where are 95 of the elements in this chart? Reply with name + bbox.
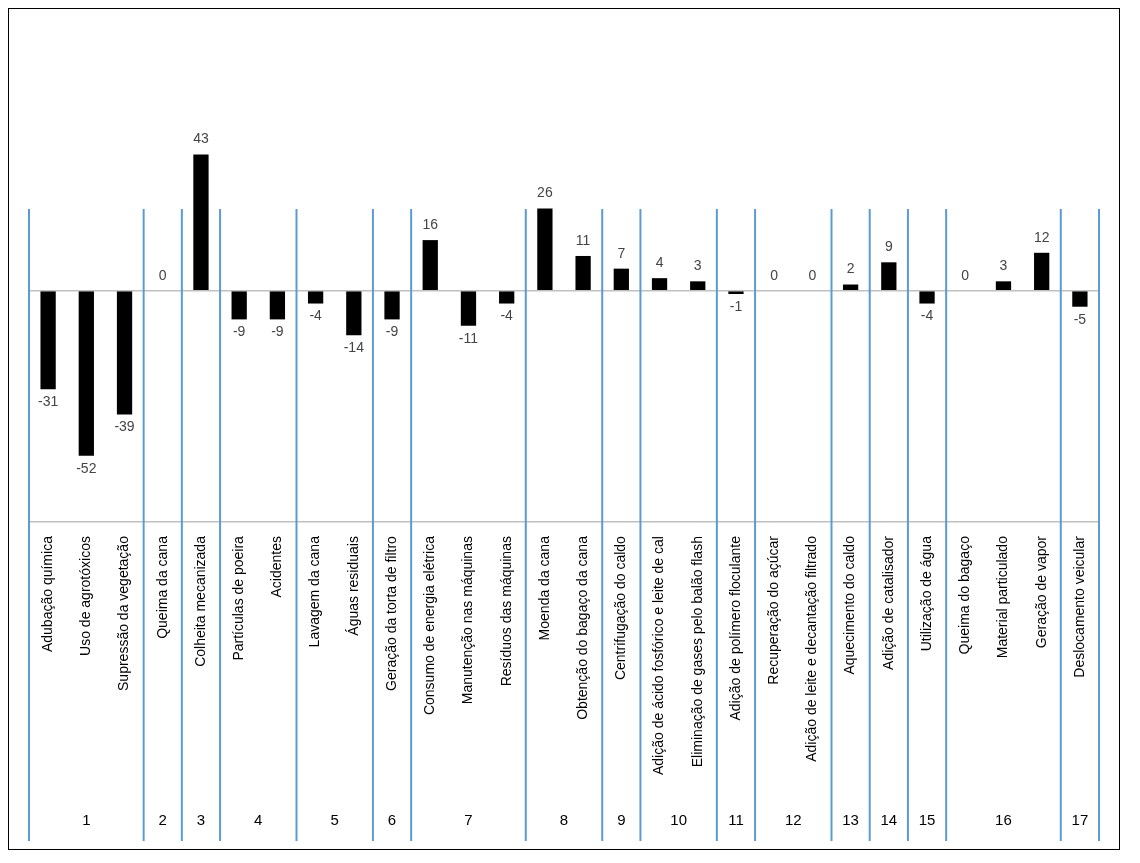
bar [346,290,362,336]
data-label: 0 [808,266,817,283]
data-label: -4 [920,307,934,324]
bar [881,262,897,291]
text: 4 [254,811,263,829]
text: 7 [464,811,473,829]
bar [613,268,629,291]
data-label: 0 [770,266,779,283]
data-label: 11 [575,231,591,248]
x-tick-label: Colheita mecanizada [191,535,208,667]
data-label: 9 [884,238,893,255]
data-label: -4 [500,307,514,324]
text: 5 [330,811,339,829]
bar [1034,252,1050,291]
x-tick-label: Acidentes [268,536,285,598]
text: 13 [842,811,859,829]
bar [499,290,515,304]
text: 8 [559,811,569,829]
bar [651,278,668,291]
text: 10 [670,811,687,829]
x-tick-label: Queima da cana [153,535,170,639]
bar [919,290,935,304]
x-tick-label: Utilização de água [917,535,934,652]
bar [460,290,477,326]
text: 14 [880,811,898,829]
data-label: -39 [114,418,135,435]
text: 17 [1071,811,1089,829]
bar [690,281,706,291]
data-label: -9 [385,323,399,340]
data-label: -14 [343,339,365,356]
text: 12 [784,811,802,829]
x-tick-label: Adição de leite e decantação filtrado [803,535,820,762]
x-tick-label: Geração de vapor [1032,535,1049,649]
x-tick-label: Centrifugação do caldo [612,535,629,681]
data-label: 3 [693,257,702,274]
data-label: -11 [458,329,479,346]
x-tick-label: Eliminação de gases pelo balão flash [688,536,705,768]
text: 16 [995,811,1012,829]
data-label: 12 [1033,228,1050,245]
data-label: 7 [617,244,626,261]
bar [307,290,324,304]
data-label: 4 [655,254,664,271]
x-tick-label: Adição de polímero floculante [726,535,743,721]
x-tick-label: Resíduos das máquinas [497,536,514,687]
x-tick-label: Uso de agrotóxicos [77,536,94,656]
x-tick-label: Deslocamento veicular [1070,535,1087,678]
x-tick-label: Lavagem da cana [306,535,323,648]
data-label: -5 [1073,310,1087,327]
x-tick-label: Moenda da cana [535,535,552,641]
data-label: 43 [193,130,209,147]
bar [537,208,553,291]
data-label: 0 [961,266,970,283]
text: 3 [196,811,206,829]
data-label: -9 [232,323,246,340]
bar [40,290,56,390]
bar [995,281,1012,291]
x-tick-label: Partículas de poeira [230,535,247,661]
bar [78,290,94,456]
data-label: -4 [309,307,323,324]
bar [422,240,438,291]
bar [575,255,591,291]
x-tick-label: Queima do bagaço [956,535,973,655]
bar [384,290,400,320]
data-label: 16 [422,215,439,232]
data-label: -1 [729,297,743,314]
text: 11 [728,811,744,829]
data-label: -52 [76,459,97,476]
text: 6 [387,811,397,829]
x-tick-label: Manutenção nas máquinas [459,536,476,705]
data-label: 26 [537,184,553,201]
x-tick-label: Supressão da vegetação [115,535,132,691]
x-tick-label: Recuperação do açúcar [765,535,782,685]
text: 1 [82,811,91,829]
text: 2 [158,811,167,829]
bar [193,154,209,291]
bar [116,290,133,415]
x-tick-label: Material particulado [994,535,1011,659]
x-tick-label: Adubação química [38,535,55,653]
data-label: 0 [158,266,167,283]
text: 9 [617,811,626,829]
data-label: -31 [37,393,59,410]
x-tick-label: Geração da torta de filtro [382,535,399,691]
bar [1072,290,1088,307]
x-tick-label: Obtenção do bagaço da cana [573,535,590,720]
data-label: -9 [271,323,284,340]
bar [231,290,247,320]
x-tick-label: Adição de ácido fosfórico e leite de cal [650,536,667,776]
x-tick-label: Consumo de energia elétrica [421,535,438,716]
data-label: 3 [999,257,1008,274]
x-tick-label: Aquecimento do caldo [841,535,858,675]
data-label: 2 [846,260,855,277]
bar [269,290,286,320]
x-tick-label: Adição de catalisador [879,535,896,670]
text: 15 [918,811,936,829]
x-tick-label: Águas residuais [344,536,361,636]
